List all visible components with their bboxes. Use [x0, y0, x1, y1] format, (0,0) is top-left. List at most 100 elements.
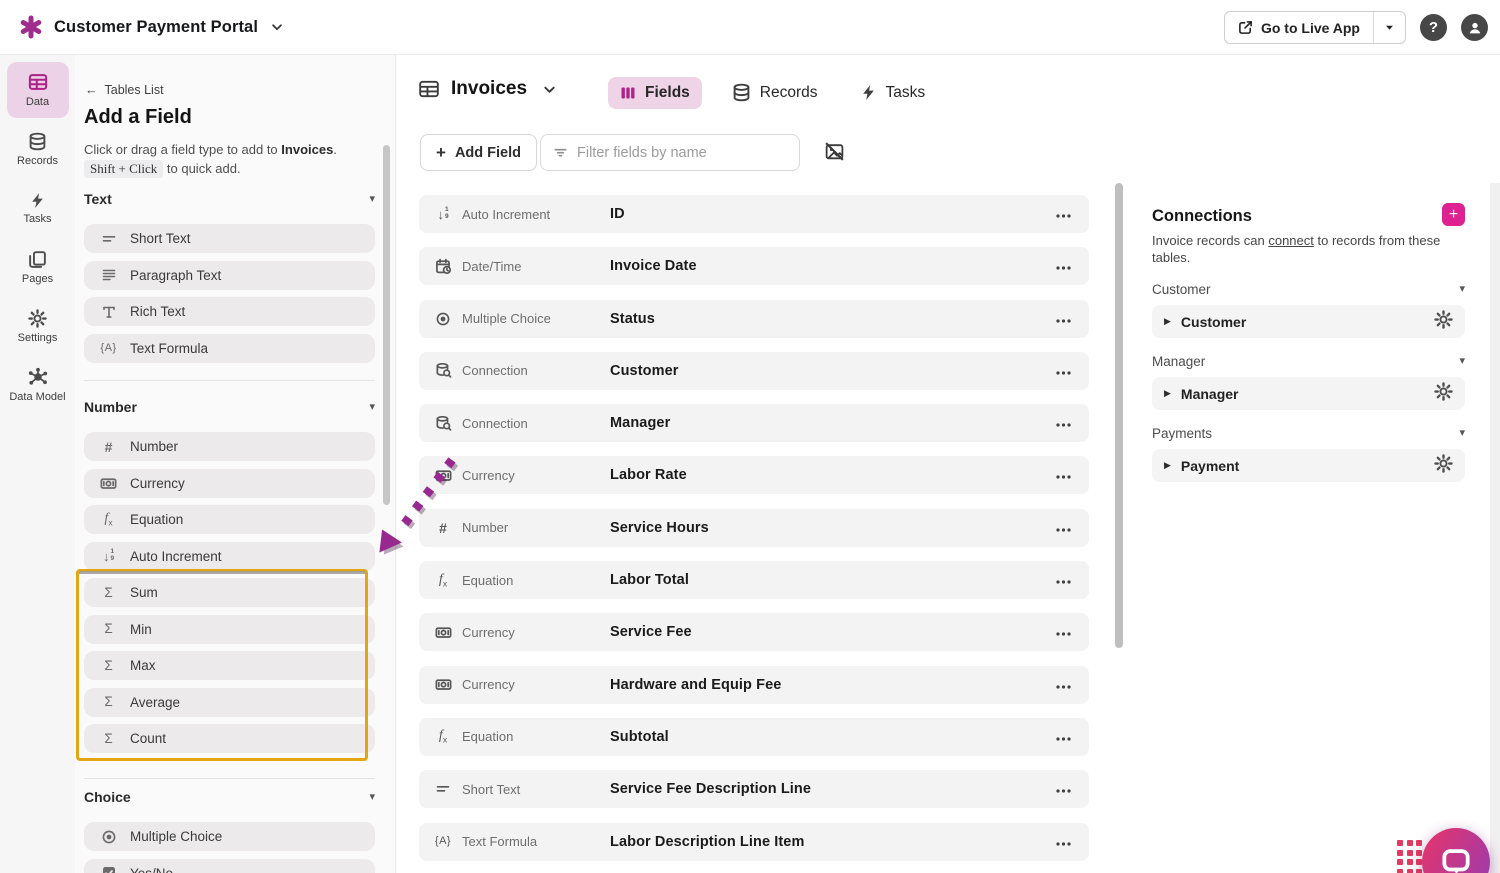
section-header-choice[interactable]: Choice ▾: [84, 786, 375, 808]
section-header-text[interactable]: Text ▾: [84, 188, 375, 210]
rail-item-data-model[interactable]: Data Model: [7, 357, 69, 413]
field-type-pill-yes-no[interactable]: Yes/No: [84, 858, 375, 873]
field-menu-button[interactable]: [1054, 672, 1073, 698]
field-type-pill-number[interactable]: # Number: [84, 432, 375, 461]
expand-caret-right-icon[interactable]: ▶: [1164, 460, 1171, 470]
field-menu-button[interactable]: [1054, 201, 1073, 227]
field-row[interactable]: {A} Text Formula Labor Description Line It…: [419, 822, 1089, 861]
connection-icon: [433, 362, 453, 379]
left-panel-scrollbar[interactable]: [383, 145, 390, 505]
connection-group-header-manager[interactable]: Manager ▾: [1152, 354, 1465, 369]
field-type-pill-average[interactable]: Σ Average: [84, 687, 375, 717]
app-switcher-chevron-down-icon[interactable]: [270, 20, 284, 34]
field-type-pill-auto-increment[interactable]: ↓ 1 9 Auto Increment: [84, 541, 375, 571]
field-row[interactable]: # Number Service Hours: [419, 508, 1089, 547]
field-type-label: Count: [130, 731, 167, 746]
field-menu-button[interactable]: [1054, 619, 1073, 645]
tab-records[interactable]: Records: [720, 76, 830, 109]
connection-icon: [433, 415, 453, 432]
field-menu-button[interactable]: [1054, 567, 1073, 593]
field-type: Date/Time: [462, 258, 522, 274]
field-type-pill-short-text[interactable]: Short Text: [84, 224, 375, 253]
field-type-pill-equation[interactable]: fx Equation: [84, 505, 375, 534]
rail-item-records[interactable]: Records: [7, 121, 69, 177]
connection-item-manager[interactable]: ▶ Manager: [1152, 377, 1465, 410]
field-row[interactable]: Currency Service Fee: [419, 613, 1089, 652]
field-row[interactable]: fx Equation Subtotal: [419, 717, 1089, 756]
field-menu-button[interactable]: [1054, 410, 1073, 436]
expand-caret-right-icon[interactable]: ▶: [1164, 316, 1171, 326]
field-row[interactable]: Currency Labor Rate: [419, 456, 1089, 495]
field-type-pill-min[interactable]: Σ Min: [84, 614, 375, 644]
field-type-pill-multiple-choice[interactable]: Multiple Choice: [84, 822, 375, 851]
field-menu-button[interactable]: [1054, 306, 1073, 332]
field-row[interactable]: Date/Time Invoice Date: [419, 247, 1089, 286]
currency-icon: [433, 676, 453, 693]
connection-item-payment[interactable]: ▶ Payment: [1152, 449, 1465, 482]
connection-item-customer[interactable]: ▶ Customer: [1152, 305, 1465, 338]
page-scrollbar-track[interactable]: [1490, 183, 1500, 873]
connection-group-header-customer[interactable]: Customer ▾: [1152, 282, 1465, 297]
field-type-section-number: Number ▾ # Number Currency fx Equation ↓ 1 9 Auto …: [84, 396, 375, 753]
field-type-pill-text-formula[interactable]: {A} Text Formula: [84, 333, 375, 363]
caret-down-icon: ▾: [369, 790, 375, 803]
field-row[interactable]: Currency Hardware and Equip Fee: [419, 665, 1089, 704]
connection-group-header-payments[interactable]: Payments ▾: [1152, 426, 1465, 441]
hide-field-preview-image-off-icon[interactable]: [824, 141, 845, 162]
field-menu-button[interactable]: [1054, 253, 1073, 279]
rail-item-data[interactable]: Data: [6, 62, 69, 118]
field-menu-button[interactable]: [1054, 724, 1073, 750]
back-arrow-icon: ←: [85, 82, 98, 97]
field-type-pill-count[interactable]: Σ Count: [84, 724, 375, 753]
field-menu-button[interactable]: [1054, 358, 1073, 384]
field-type-pill-currency[interactable]: Currency: [84, 468, 375, 498]
app-logo-asterisk-icon[interactable]: [8, 15, 54, 39]
connect-link[interactable]: connect: [1268, 233, 1314, 248]
tab-fields[interactable]: Fields: [608, 76, 702, 109]
field-name: Subtotal: [610, 728, 669, 745]
database-icon: [28, 132, 47, 151]
add-connection-button[interactable]: +: [1442, 203, 1465, 226]
field-row[interactable]: ↓ 1 9 Auto Increment ID: [419, 195, 1089, 233]
rail-item-pages[interactable]: Pages: [7, 239, 69, 295]
field-type-pill-sum[interactable]: Σ Sum: [84, 578, 375, 607]
add-field-panel: ← Tables List Add a Field Click or drag …: [75, 55, 396, 873]
field-row[interactable]: Connection Manager: [419, 404, 1089, 443]
field-row[interactable]: Short Text Service Fee Description Line: [419, 770, 1089, 809]
equation-icon: fx: [438, 571, 448, 589]
target-table-name: Invoices: [281, 142, 334, 157]
section-header-number[interactable]: Number ▾: [84, 396, 375, 418]
connection-settings-button[interactable]: [1434, 453, 1453, 478]
field-row[interactable]: Connection Customer: [419, 351, 1089, 390]
datetime-icon: [433, 258, 453, 275]
field-menu-button[interactable]: [1054, 462, 1073, 488]
field-list-scrollbar[interactable]: [1115, 183, 1123, 648]
add-field-button[interactable]: + Add Field: [420, 134, 537, 171]
field-type-pill-max[interactable]: Σ Max: [84, 651, 375, 680]
app-title: Customer Payment Portal: [54, 17, 259, 36]
connection-settings-button[interactable]: [1434, 381, 1453, 406]
field-row[interactable]: fx Equation Labor Total: [419, 561, 1089, 600]
field-row[interactable]: Multiple Choice Status: [419, 299, 1089, 338]
field-menu-button[interactable]: [1054, 776, 1073, 802]
field-type-pill-rich-text[interactable]: Rich Text: [84, 297, 375, 326]
expand-caret-right-icon[interactable]: ▶: [1164, 388, 1171, 398]
field-type-section-text: Text ▾ Short Text Paragraph Text Rich Text {A…: [84, 188, 375, 363]
go-to-live-app-dropdown-button[interactable]: [1373, 12, 1405, 43]
currency-icon: [100, 475, 117, 492]
field-menu-button[interactable]: [1054, 829, 1073, 855]
help-button[interactable]: ?: [1420, 14, 1447, 41]
account-avatar-button[interactable]: [1461, 14, 1488, 41]
field-type-pill-paragraph-text[interactable]: Paragraph Text: [84, 260, 375, 290]
back-to-tables-list-link[interactable]: ← Tables List: [85, 83, 164, 97]
connection-settings-button[interactable]: [1434, 309, 1453, 334]
go-to-live-app-button[interactable]: Go to Live App: [1225, 12, 1373, 43]
rail-item-settings[interactable]: Settings: [7, 298, 69, 354]
tab-tasks[interactable]: Tasks: [848, 77, 938, 109]
field-type-label: Yes/No: [130, 865, 174, 873]
field-menu-button[interactable]: [1054, 515, 1073, 541]
table-icon: [28, 72, 48, 92]
filter-fields-input[interactable]: [577, 144, 787, 161]
rail-item-tasks[interactable]: Tasks: [7, 180, 69, 236]
table-selector[interactable]: Invoices: [418, 78, 557, 100]
